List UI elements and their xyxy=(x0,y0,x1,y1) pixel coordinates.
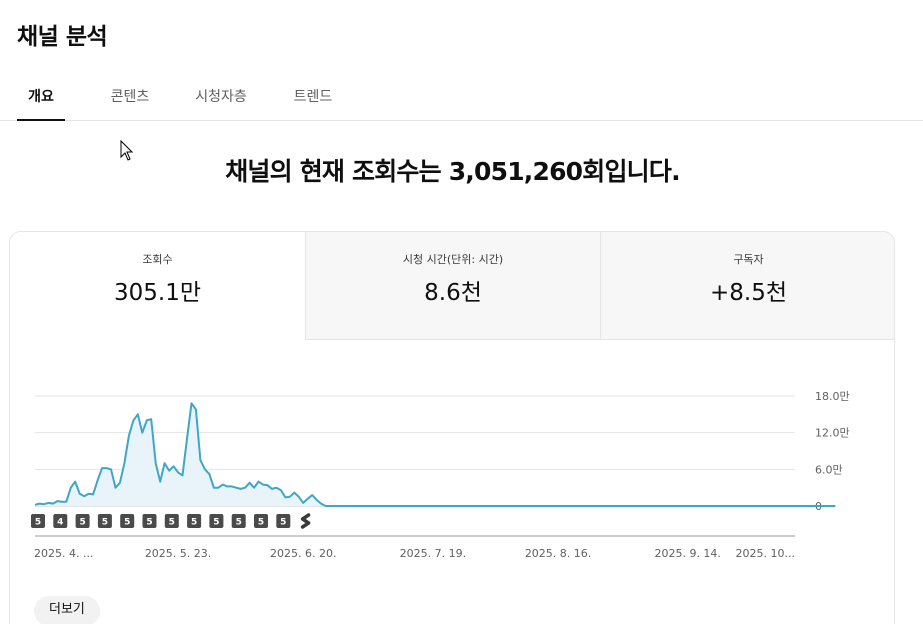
metric-value: +8.5천 xyxy=(709,280,787,306)
tab-trends[interactable]: 트렌드 xyxy=(293,89,333,105)
tab-overview[interactable]: 개요 xyxy=(17,86,65,121)
page-title: 채널 분석 xyxy=(17,24,108,50)
tab-audience[interactable]: 시청자층 xyxy=(195,89,247,105)
metric-value: 8.6천 xyxy=(424,280,482,306)
more-button[interactable]: 더보기 xyxy=(34,596,100,624)
analytics-card: 조회수 305.1만 시청 시간(단위: 시간) 8.6천 구독자 +8.5천 xyxy=(9,231,895,624)
mouse-cursor-icon xyxy=(120,140,134,161)
metric-label: 조회수 xyxy=(142,253,173,266)
tab-content[interactable]: 콘텐츠 xyxy=(110,89,150,105)
metric-value: 305.1만 xyxy=(113,280,201,306)
channel-views-headline: 채널의 현재 조회수는 3,051,260회입니다. xyxy=(225,157,680,186)
metric-label: 구독자 xyxy=(733,253,764,266)
metric-label: 시청 시간(단위: 시간) xyxy=(402,253,504,266)
metric-tab-subscribers[interactable]: 구독자 +8.5천 xyxy=(600,232,894,340)
metric-tab-views[interactable]: 조회수 305.1만 xyxy=(10,232,305,340)
metric-tab-watch-time[interactable]: 시청 시간(단위: 시간) 8.6천 xyxy=(305,232,600,340)
tab-bar: 개요 콘텐츠 시청자층 트렌드 xyxy=(0,72,923,121)
